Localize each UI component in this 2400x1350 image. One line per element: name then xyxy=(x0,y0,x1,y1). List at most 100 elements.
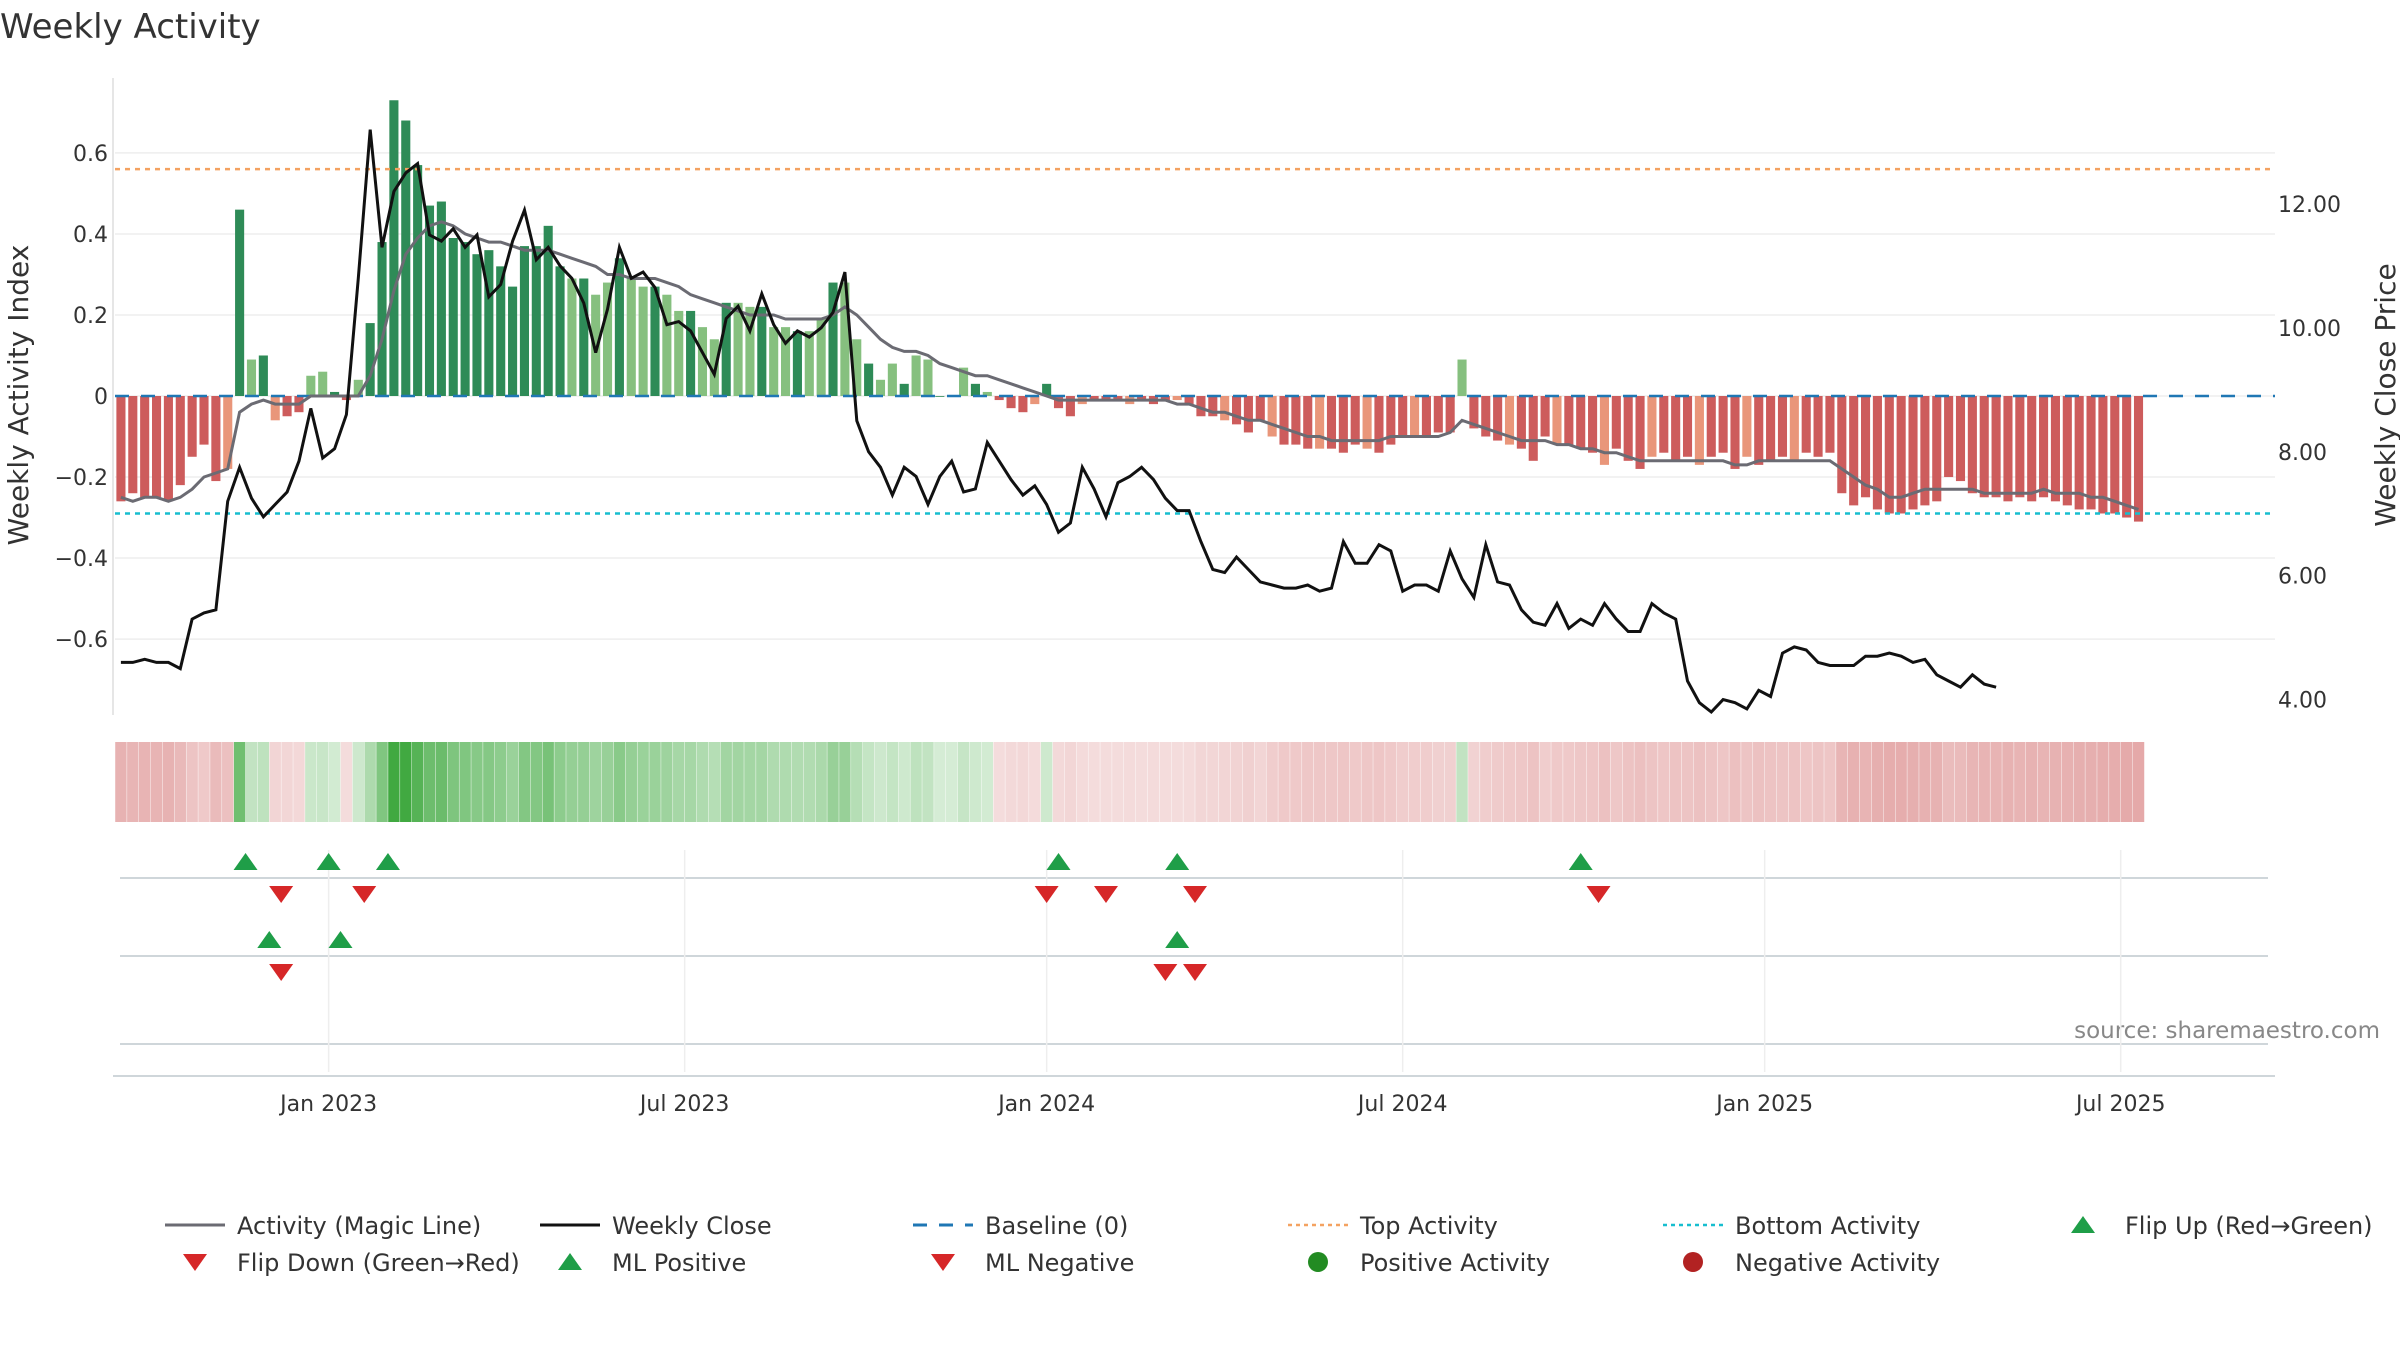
activity-bar xyxy=(828,282,838,396)
activity-strip-cell xyxy=(1563,742,1575,822)
activity-strip-cell xyxy=(1064,742,1077,822)
activity-strip-cell xyxy=(1954,742,1967,822)
y-tick-label: 0 xyxy=(94,385,108,410)
flip-up-marker xyxy=(1165,931,1190,948)
y-tick-label: 0.6 xyxy=(73,142,108,167)
activity-strip-cell xyxy=(673,742,685,822)
x-tick-label: Jan 2025 xyxy=(1714,1092,1813,1117)
activity-bar xyxy=(1303,396,1313,449)
activity-bar xyxy=(1279,396,1289,445)
activity-bar xyxy=(1481,396,1491,437)
activity-bar xyxy=(199,396,209,445)
activity-bar xyxy=(1350,396,1360,445)
activity-strip-cell xyxy=(1503,742,1516,822)
activity-strip-cell xyxy=(1859,742,1872,822)
activity-bar xyxy=(151,396,162,498)
flip-up-marker xyxy=(328,931,353,948)
x-tick-label: Jan 2024 xyxy=(996,1092,1095,1117)
activity-bar xyxy=(1908,396,1918,510)
activity-bar xyxy=(674,310,684,396)
activity-bar xyxy=(1493,396,1503,441)
activity-bar xyxy=(2098,396,2108,514)
activity-strip-cell xyxy=(2002,742,2014,822)
legend-label: Baseline (0) xyxy=(985,1212,1128,1240)
activity-bar xyxy=(413,165,423,396)
activity-bar xyxy=(875,379,886,396)
activity-bar xyxy=(1682,396,1693,457)
activity-strip-cell xyxy=(186,742,198,822)
legend-label: Flip Down (Green→Red) xyxy=(237,1249,520,1277)
activity-strip-cell xyxy=(2073,742,2085,822)
activity-bar xyxy=(531,246,541,396)
y2-tick-label: 6.00 xyxy=(2278,565,2327,590)
activity-strip-cell xyxy=(601,742,614,822)
activity-bar xyxy=(2110,396,2120,514)
y-axis-label: Weekly Activity Index xyxy=(2,245,35,546)
activity-strip-cell xyxy=(1824,742,1836,822)
legend-swatch xyxy=(2071,1216,2095,1233)
activity-bar xyxy=(1457,359,1467,396)
activity-strip-cell xyxy=(1076,742,1088,822)
activity-strip-cell xyxy=(1207,742,1219,822)
activity-strip-cell xyxy=(2085,742,2097,822)
activity-strip-cell xyxy=(1112,742,1124,822)
activity-bar xyxy=(959,367,969,396)
activity-bar xyxy=(1445,396,1455,433)
activity-strip-cell xyxy=(1764,742,1777,822)
activity-strip-cell xyxy=(1729,742,1741,822)
activity-strip-cell xyxy=(578,742,590,822)
activity-bar xyxy=(519,246,529,396)
activity-strip-cell xyxy=(233,742,246,822)
activity-strip-cell xyxy=(1883,742,1896,822)
activity-bar xyxy=(1042,383,1052,396)
activity-bar xyxy=(852,339,862,396)
activity-strip-cell xyxy=(827,742,839,822)
activity-strip-cell xyxy=(150,742,163,822)
legend-label: ML Positive xyxy=(612,1249,746,1277)
activity-strip-cell xyxy=(981,742,994,822)
activity-strip-cell xyxy=(2014,742,2026,822)
activity-bar xyxy=(353,379,363,396)
activity-bar xyxy=(1410,396,1420,437)
activity-strip-cell xyxy=(779,742,792,822)
activity-bar xyxy=(1552,396,1562,445)
activity-bar xyxy=(769,327,779,396)
flip-up-marker xyxy=(1568,853,1593,870)
activity-strip-cell xyxy=(281,742,293,822)
activity-bar xyxy=(1433,396,1443,433)
activity-strip-cell xyxy=(839,742,851,822)
activity-bar xyxy=(187,396,197,457)
activity-bar xyxy=(1504,396,1515,445)
activity-bar xyxy=(650,286,660,396)
activity-strip-cell xyxy=(815,742,827,822)
activity-bar xyxy=(626,278,636,396)
activity-strip-cell xyxy=(1693,742,1706,822)
activity-bar xyxy=(1789,396,1799,461)
activity-bar xyxy=(1338,396,1348,453)
activity-bar xyxy=(223,396,233,469)
activity-strip-cell xyxy=(1931,742,1943,822)
activity-strip-cell xyxy=(1753,742,1765,822)
activity-strip-cell xyxy=(1254,742,1266,822)
activity-bar xyxy=(258,355,268,396)
activity-strip-cell xyxy=(435,742,448,822)
activity-strip-cell xyxy=(210,742,222,822)
activity-strip-cell xyxy=(1646,742,1658,822)
activity-bar xyxy=(1671,396,1681,461)
activity-strip-cell xyxy=(423,742,436,822)
flip-up-marker xyxy=(233,853,258,870)
activity-bar xyxy=(1267,396,1277,437)
activity-strip-cell xyxy=(2061,742,2074,822)
activity-strip-cell xyxy=(1147,742,1160,822)
activity-bar xyxy=(246,359,257,396)
activity-bar xyxy=(1469,396,1479,429)
flip-down-marker xyxy=(352,886,377,903)
activity-bar xyxy=(424,205,435,396)
activity-bar xyxy=(1160,396,1170,401)
activity-strip-cell xyxy=(1349,742,1361,822)
activity-strip-cell xyxy=(803,742,816,822)
activity-strip-cell xyxy=(945,742,958,822)
activity-bar xyxy=(1955,396,1966,482)
activity-bar xyxy=(2003,396,2013,502)
